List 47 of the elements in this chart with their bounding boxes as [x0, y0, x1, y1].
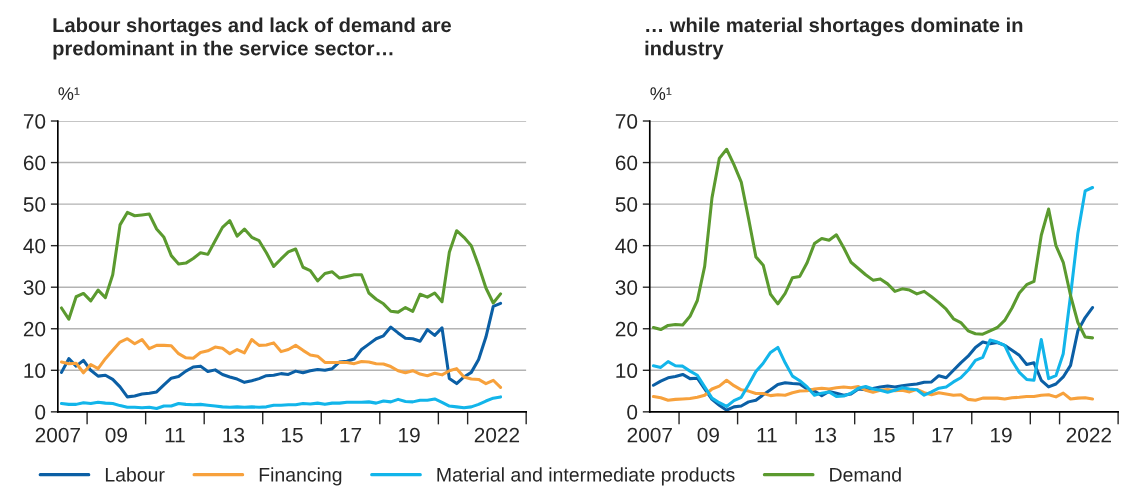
line-series	[59, 301, 503, 399]
line-series	[651, 378, 1095, 402]
line-series	[59, 337, 503, 389]
x-tick-label: 11	[165, 427, 185, 443]
y-tick-label: 70	[615, 114, 638, 129]
x-tick-label: 13	[815, 427, 837, 443]
x-tick-label: 2022	[474, 427, 520, 443]
x-tick-label: 19	[991, 427, 1012, 443]
x-tick-label: 15	[282, 427, 303, 443]
x-tick-label: 17	[340, 427, 362, 443]
legend-label: Financing	[259, 467, 342, 486]
x-tick-label: 11	[757, 427, 777, 443]
y-tick-label: 20	[23, 321, 46, 337]
y-tick-label: 50	[23, 197, 46, 212]
y-tick-label: 50	[615, 197, 638, 212]
x-tick-label: 2007	[627, 427, 672, 443]
chart-title: Labour shortages and lack of demand are predominant in the service sector…	[53, 17, 451, 60]
y-tick-label: 20	[615, 321, 638, 337]
x-tick-label: 2007	[35, 427, 80, 443]
legend-label: Demand	[830, 467, 901, 482]
y-tick-label: 60	[615, 155, 638, 171]
y-tick-label: 10	[616, 363, 638, 379]
line-series	[59, 210, 503, 321]
y-axis-title: %¹	[650, 87, 672, 100]
line-series	[651, 147, 1095, 340]
line-series	[59, 395, 503, 411]
y-tick-label: 30	[23, 280, 46, 295]
y-tick-label: 30	[615, 280, 638, 295]
y-tick-label: 0	[35, 404, 46, 420]
x-tick-label: 17	[932, 427, 954, 443]
x-tick-label: 09	[697, 427, 719, 443]
x-tick-label: 09	[105, 427, 127, 443]
y-tick-label: 60	[23, 155, 46, 171]
chart-title: … while material shortages dominate in industry	[645, 17, 1023, 60]
y-tick-label: 10	[24, 363, 46, 379]
y-axis-title: %¹	[58, 87, 80, 100]
y-tick-label: 40	[615, 238, 638, 254]
y-tick-label: 0	[627, 404, 638, 420]
y-tick-label: 70	[23, 114, 46, 129]
legend-label: Material and intermediate products	[437, 467, 735, 486]
x-tick-label: 13	[223, 427, 245, 443]
x-tick-label: 2022	[1066, 427, 1111, 443]
y-tick-label: 40	[23, 238, 46, 254]
legend-label: Labour	[105, 467, 165, 482]
x-tick-label: 19	[399, 427, 420, 443]
line-series	[651, 185, 1095, 408]
x-tick-label: 15	[873, 427, 895, 443]
